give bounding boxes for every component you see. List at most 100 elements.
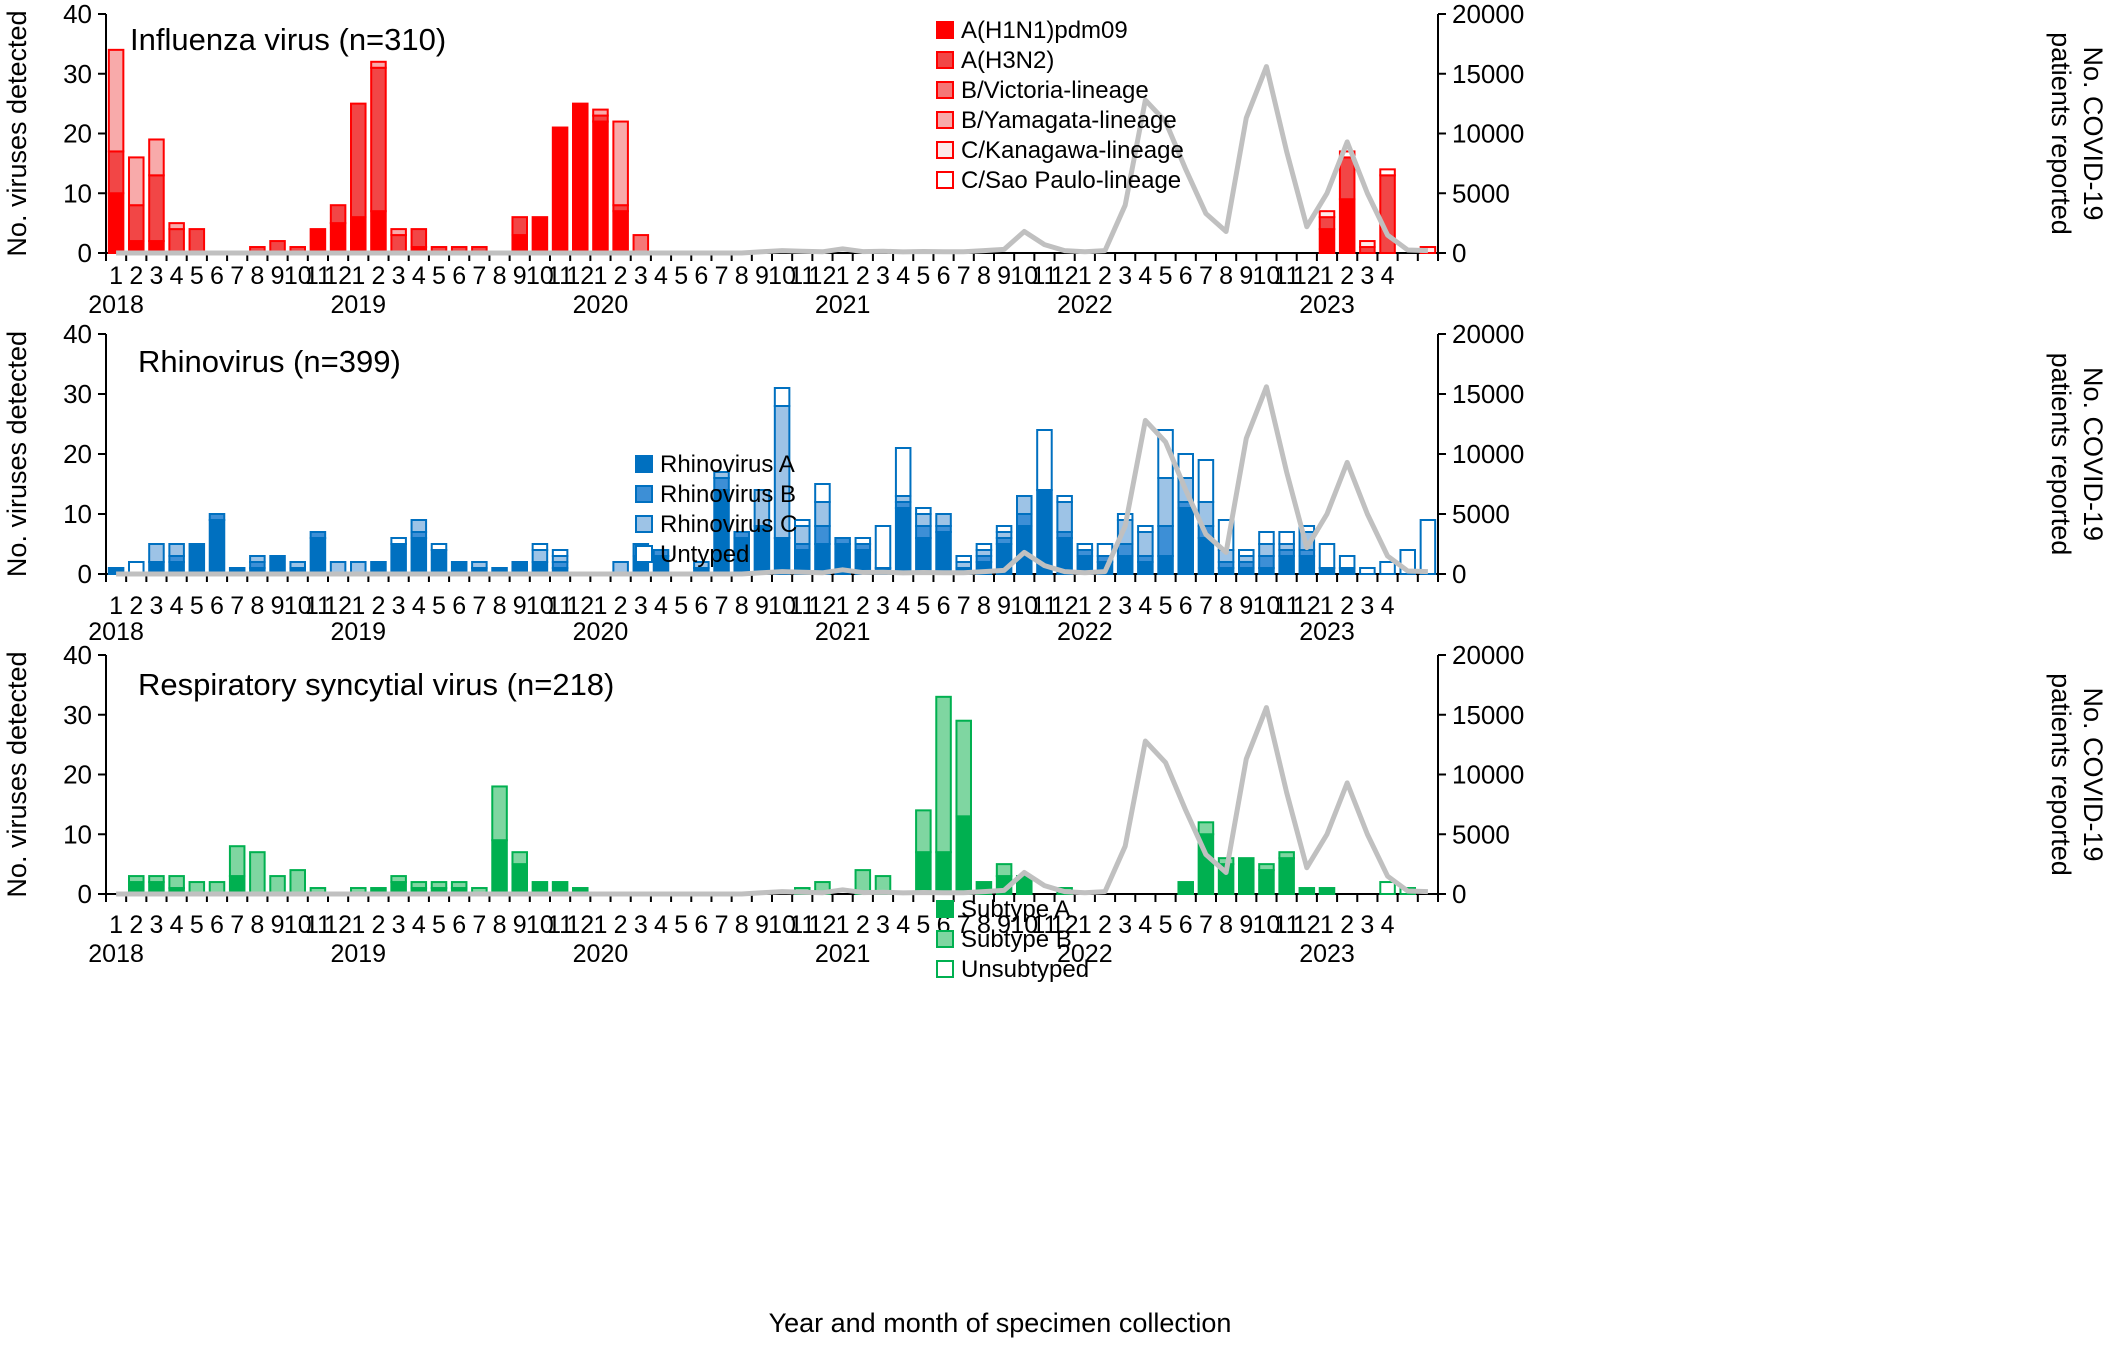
month-label: 4 <box>1138 262 1152 290</box>
month-label: 5 <box>916 262 930 290</box>
bar-segment <box>975 543 993 551</box>
year-label: 2023 <box>1299 291 1355 319</box>
bar-segment <box>370 66 387 213</box>
y2-tick-label: 20000 <box>1452 0 1524 29</box>
bar-segment <box>309 228 327 255</box>
month-label: 1 <box>1078 911 1092 939</box>
bar-segment <box>915 537 932 575</box>
month-label: 1 <box>836 592 850 620</box>
bar-segment <box>309 531 327 539</box>
month-label: 11 <box>1031 262 1057 290</box>
month-label: 3 <box>1360 592 1374 620</box>
legend-swatch <box>936 171 954 189</box>
month-label: 2 <box>856 262 870 290</box>
bar-segment <box>309 537 327 575</box>
bar-segment <box>1177 881 1194 895</box>
month-label: 5 <box>674 911 688 939</box>
month-label: 11 <box>789 911 815 939</box>
month-label: 12 <box>566 262 594 290</box>
month-label: 7 <box>957 911 971 939</box>
month-label: 3 <box>876 592 890 620</box>
bar-segment <box>1137 525 1154 533</box>
bar-segment <box>410 519 428 533</box>
covid-line <box>116 705 1428 897</box>
bar-segment <box>1258 531 1275 545</box>
bar-segment <box>1238 549 1255 557</box>
month-label: 2 <box>614 911 628 939</box>
month-label: 12 <box>324 262 352 290</box>
bar-segment <box>370 60 387 69</box>
bar-segment <box>1278 857 1295 896</box>
bar-segment <box>370 210 387 255</box>
bar-segment <box>1238 857 1255 896</box>
month-label: 4 <box>654 911 668 939</box>
month-label: 3 <box>1118 262 1132 290</box>
bar-segment <box>148 543 165 563</box>
month-label: 7 <box>1199 911 1213 939</box>
legend-swatch <box>635 485 653 503</box>
bar-segment <box>511 216 528 237</box>
bar-segment <box>1197 459 1215 503</box>
panel-title: Influenza virus (n=310) <box>130 22 446 57</box>
legend-label: Subtype A <box>961 896 1070 923</box>
y-tick-label: 0 <box>78 879 92 909</box>
legend-swatch <box>936 81 954 99</box>
month-label: 1 <box>1320 592 1334 620</box>
legend-label: C/Kanagawa-lineage <box>961 137 1184 164</box>
year-label: 2023 <box>1299 618 1355 646</box>
month-label: 9 <box>513 911 527 939</box>
month-label: 2 <box>856 592 870 620</box>
bar-segment <box>612 120 629 207</box>
legend-label: B/Victoria-lineage <box>961 77 1149 104</box>
legend-swatch <box>635 455 653 473</box>
bar-segment <box>773 387 791 407</box>
month-label: 2 <box>372 911 386 939</box>
month-label: 8 <box>977 262 991 290</box>
legend-label: Rhinovirus C <box>660 511 797 538</box>
month-label: 3 <box>392 262 406 290</box>
month-label: 2 <box>1098 262 1112 290</box>
bar-segment <box>814 501 831 527</box>
bar-segment <box>511 851 528 866</box>
month-label: 5 <box>916 592 930 620</box>
month-label: 7 <box>957 592 971 620</box>
bar-segment <box>1359 567 1376 575</box>
bar-segment <box>995 525 1013 533</box>
month-label: 9 <box>997 911 1011 939</box>
month-label: 2 <box>372 262 386 290</box>
month-label: 3 <box>392 592 406 620</box>
bar-segment <box>632 234 650 254</box>
bar-segment <box>915 507 932 515</box>
month-label: 3 <box>392 911 406 939</box>
bar-segment <box>1137 531 1154 557</box>
bar-segment <box>531 549 549 563</box>
bar-segment <box>410 537 428 575</box>
y2-tick-label: 20000 <box>1452 640 1524 670</box>
legend-label: B/Yamagata-lineage <box>961 107 1177 134</box>
year-label: 2019 <box>330 291 386 319</box>
month-label: 9 <box>997 262 1011 290</box>
legend-swatch <box>936 21 954 39</box>
bar-segment <box>915 809 932 854</box>
bar-segment <box>834 537 851 545</box>
bar-segment <box>1419 519 1437 575</box>
bar-segment <box>551 549 569 557</box>
bar-segment <box>612 210 629 255</box>
legend-label: C/Sao Paulo-lineage <box>961 167 1181 194</box>
month-label: 9 <box>755 592 769 620</box>
month-label: 2 <box>1098 911 1112 939</box>
month-label: 8 <box>1219 592 1233 620</box>
month-label: 9 <box>1239 911 1253 939</box>
month-label: 7 <box>230 262 244 290</box>
y2-tick-label: 20000 <box>1452 319 1524 349</box>
month-label: 7 <box>1199 592 1213 620</box>
month-label: 3 <box>150 592 164 620</box>
y2-axis-label-line2: patients reported <box>2046 673 2076 876</box>
bar-segment <box>995 863 1013 878</box>
month-label: 7 <box>472 911 486 939</box>
y2-tick-label: 5000 <box>1452 178 1510 208</box>
month-label: 4 <box>1381 592 1395 620</box>
month-label: 4 <box>896 592 910 620</box>
bar-segment <box>329 222 347 254</box>
month-label: 11 <box>547 262 573 290</box>
